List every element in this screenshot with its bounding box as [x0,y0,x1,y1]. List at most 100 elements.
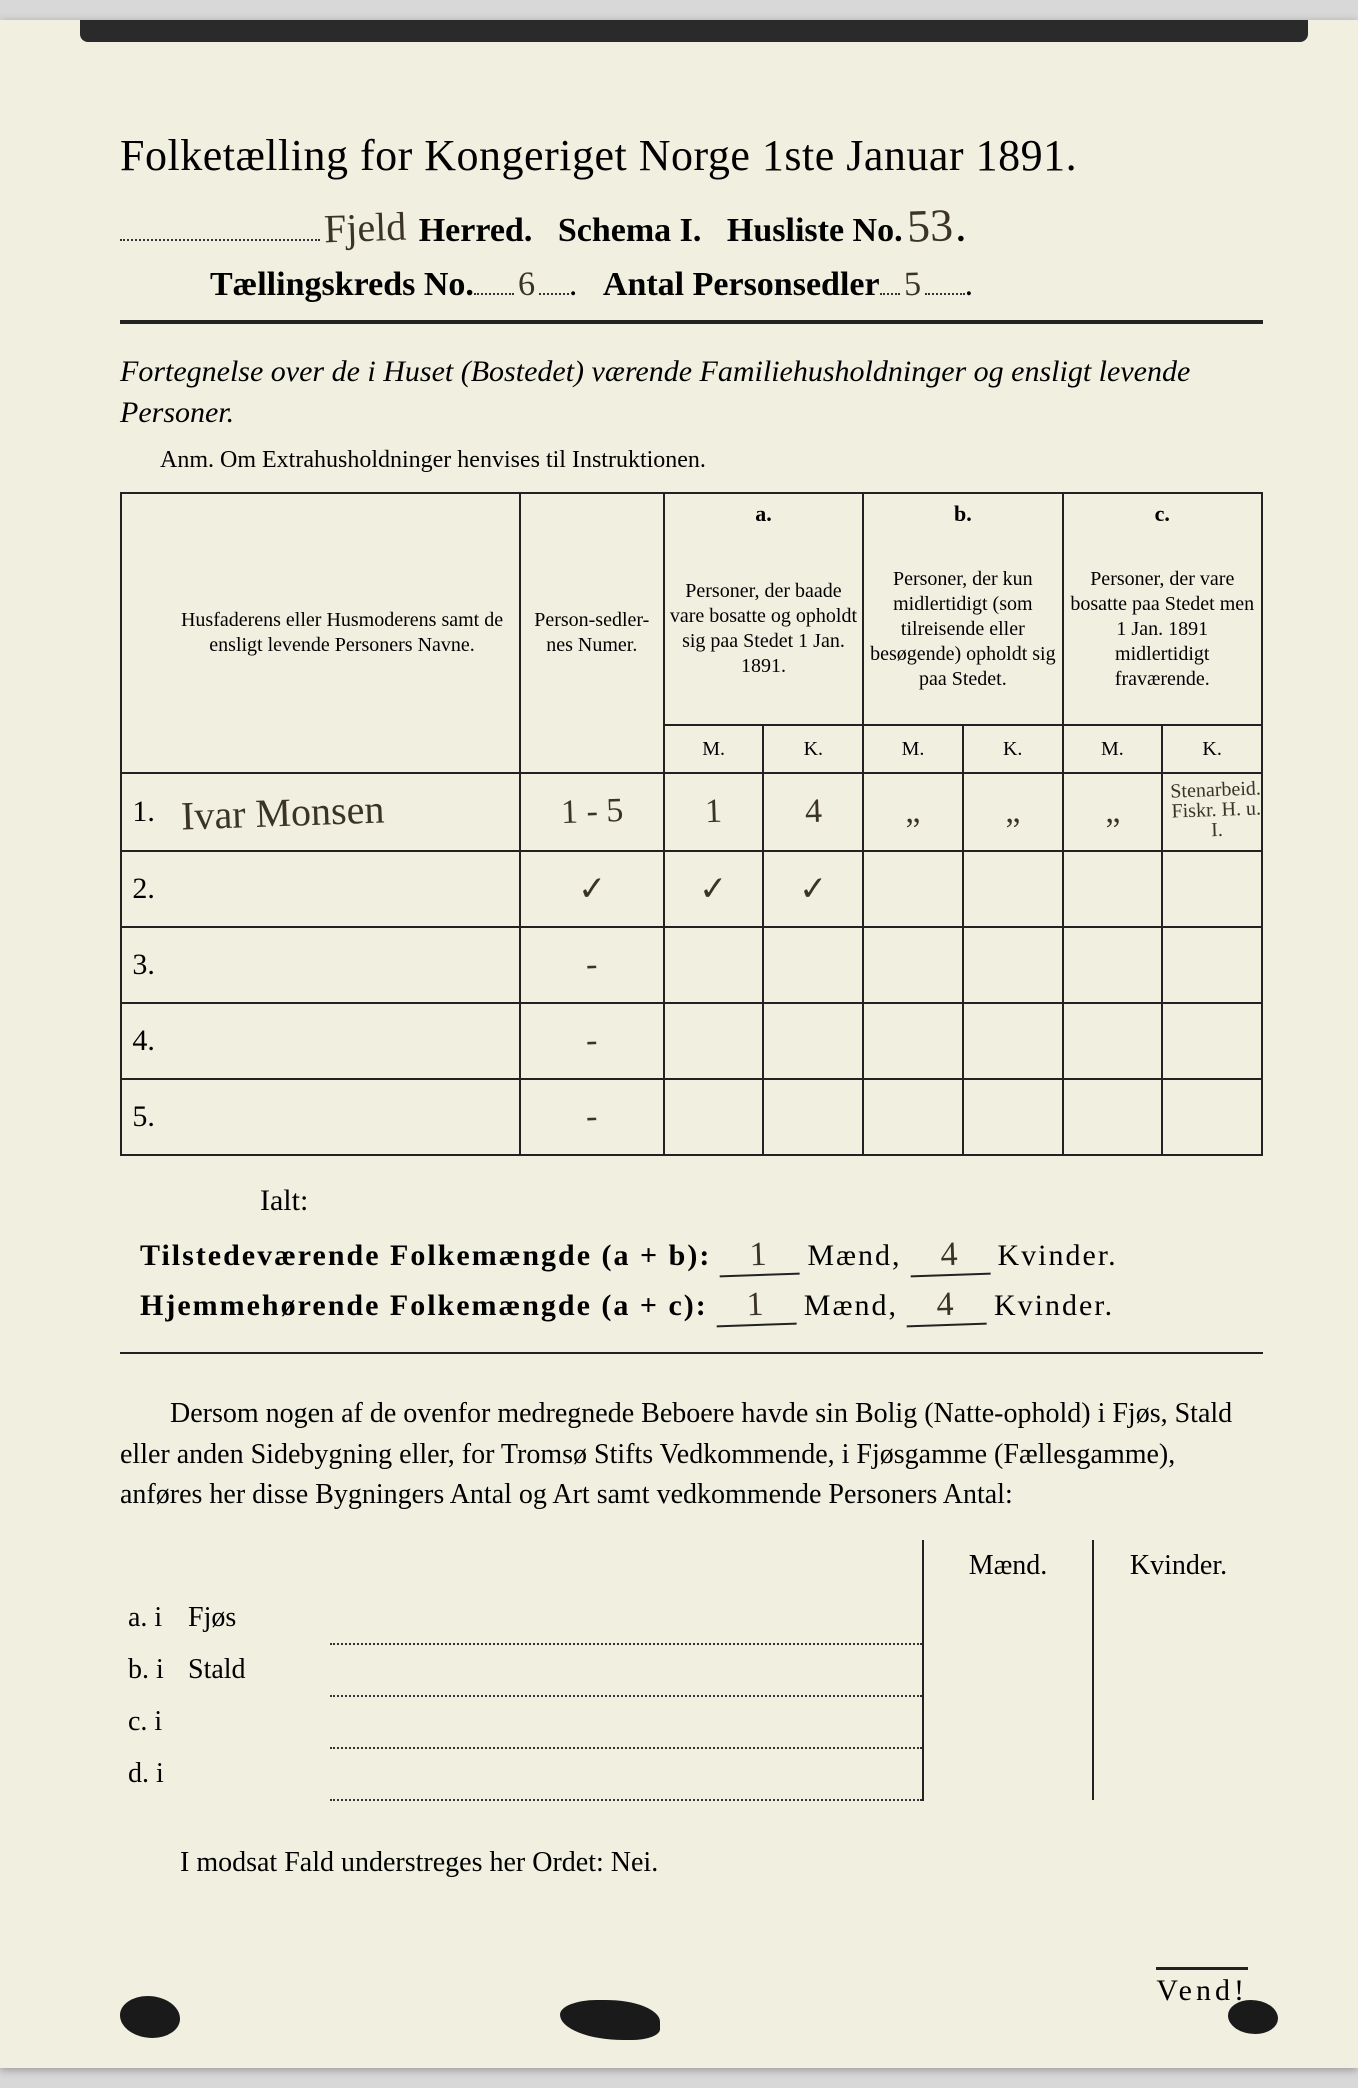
cell-a-k [763,1003,863,1079]
cell-b-m [863,927,963,1003]
bld-kind: Stald [180,1644,330,1696]
table-row: 2.✓✓✓ [121,851,1262,927]
bld-lead: b. i [120,1644,180,1696]
cell-b-k [963,927,1063,1003]
cell-c-k [1162,927,1262,1003]
table-row: 1.Ivar Monsen1 - 514„„„Stenarbeid. Fiskr… [121,773,1262,851]
bld-m [923,1592,1093,1644]
cell-a-m: ✓ [664,851,764,927]
buildings-table: Mænd. Kvinder. a. iFjøsb. iStaldc. id. i [120,1540,1263,1801]
ink-blot [560,2000,660,2040]
sum-row-ab: Tilstedeværende Folkemængde (a + b): 1 M… [140,1236,1263,1276]
cell-name [165,851,519,927]
husliste-no-handwritten: 53 [902,198,958,253]
herred-handwritten: Fjeld [319,202,411,252]
cell-name: Ivar Monsen [165,773,519,851]
sum-ab-label: Tilstedeværende Folkemængde (a + b): [140,1239,711,1273]
anm-note: Anm. Om Extrahusholdninger henvises til … [160,447,1263,474]
cell-a-m [664,1003,764,1079]
bld-k [1093,1592,1263,1644]
mk-m: M. [664,725,764,773]
cell-c-m [1063,1003,1163,1079]
kvinder-label: Kvinder. [994,1289,1114,1323]
form-title: Folketælling for Kongeriget Norge 1ste J… [120,130,1263,181]
cell-num: ✓ [520,851,664,927]
maend-label: Mænd, [807,1239,901,1273]
cell-num: - [520,1003,664,1079]
building-row: b. iStald [120,1644,1263,1696]
husliste-label: Husliste No. [727,212,903,250]
mk-k: K. [763,725,863,773]
mk-k: K. [963,725,1063,773]
bld-m [923,1748,1093,1800]
bld-k [1093,1644,1263,1696]
col-a-text: Personer, der baade vare bosatte og opho… [664,534,863,725]
dotted-leader [330,1592,923,1644]
sum-ac-k: 4 [905,1285,986,1328]
bld-kind: Fjøs [180,1592,330,1644]
bld-lead: a. i [120,1592,180,1644]
sum-ab-k: 4 [909,1235,990,1278]
dotted-leader [330,1644,923,1696]
building-paragraph: Dersom nogen af de ovenfor medregnede Be… [120,1394,1263,1516]
cell-num: - [520,1079,664,1155]
building-row: c. i [120,1696,1263,1748]
bld-m [923,1696,1093,1748]
col-b-label: b. [863,493,1062,534]
bld-k [1093,1748,1263,1800]
cell-a-m [664,927,764,1003]
cell-c-k: Stenarbeid. Fiskr. H. u. I. [1162,773,1262,851]
cell-a-k: 4 [763,773,863,851]
rule-thick [120,320,1263,324]
bld-lead: d. i [120,1748,180,1800]
cell-name [165,1003,519,1079]
header-line-2: Fjeld Herred. Schema I. Husliste No. 53 … [120,199,1263,252]
cell-b-k [963,1079,1063,1155]
header-line-3: Tællingskreds No. 6 . Antal Personsedler… [120,266,1263,304]
cell-c-k [1162,1079,1262,1155]
building-row: d. i [120,1748,1263,1800]
bld-hdr-m: Mænd. [923,1540,1093,1592]
col-num-header: Person-sedler-nes Numer. [520,493,664,773]
table-row: 4.- [121,1003,1262,1079]
building-row: a. iFjøs [120,1592,1263,1644]
maend-label: Mænd, [804,1289,898,1323]
sum-ac-m: 1 [715,1285,796,1328]
cell-b-m [863,1079,963,1155]
dotted-leader [925,293,965,295]
bld-kind [180,1748,330,1800]
bld-lead: c. i [120,1696,180,1748]
dotted-leader [330,1748,923,1800]
ink-blot [120,1996,180,2038]
cell-b-k [963,851,1063,927]
cell-c-k [1162,1003,1262,1079]
table-row: 5.- [121,1079,1262,1155]
sum-ab-m: 1 [719,1235,800,1278]
col-a-label: a. [664,493,863,534]
sum-ac-label: Hjemmehørende Folkemængde (a + c): [140,1289,708,1323]
cell-c-m [1063,927,1163,1003]
census-table: Husfaderens eller Husmoderens samt de en… [120,492,1263,1156]
cell-b-k: „ [963,773,1063,851]
mk-k: K. [1162,725,1262,773]
cell-c-m [1063,1079,1163,1155]
cell-num: - [520,927,664,1003]
cell-b-m [863,851,963,927]
bld-kind [180,1696,330,1748]
mk-m: M. [863,725,963,773]
nei-line: I modsat Fald understreges her Ordet: Ne… [180,1847,1263,1879]
antal-handwritten: 5 [899,266,925,305]
sum-row-ac: Hjemmehørende Folkemængde (a + c): 1 Mæn… [140,1286,1263,1326]
rule-thin [120,1352,1263,1354]
row-number: 2. [121,851,165,927]
cell-a-k: ✓ [763,851,863,927]
cell-name [165,1079,519,1155]
cell-b-k [963,1003,1063,1079]
scan-top-edge [80,20,1308,42]
col-c-text: Personer, der vare bosatte paa Stedet me… [1063,534,1262,725]
kreds-label: Tællingskreds No. [210,266,474,304]
col-b-text: Personer, der kun midlertidigt (som tilr… [863,534,1062,725]
bld-m [923,1644,1093,1696]
col-c-label: c. [1063,493,1262,534]
dotted-leader [539,293,569,295]
